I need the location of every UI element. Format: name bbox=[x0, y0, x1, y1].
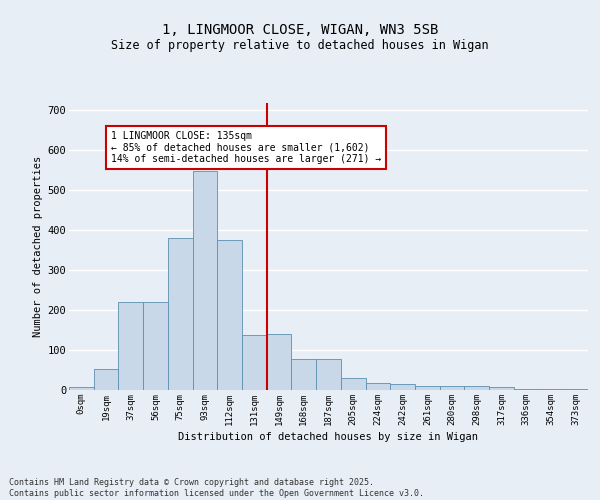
Bar bbox=[118, 302, 143, 390]
Bar bbox=[69, 387, 94, 390]
Bar bbox=[267, 334, 292, 390]
Bar bbox=[217, 240, 242, 390]
Bar bbox=[390, 384, 415, 390]
Text: Size of property relative to detached houses in Wigan: Size of property relative to detached ho… bbox=[111, 39, 489, 52]
Text: Contains HM Land Registry data © Crown copyright and database right 2025.
Contai: Contains HM Land Registry data © Crown c… bbox=[9, 478, 424, 498]
Bar bbox=[316, 360, 341, 390]
Bar bbox=[514, 389, 539, 390]
Bar bbox=[489, 387, 514, 390]
Bar bbox=[341, 378, 365, 390]
Bar bbox=[168, 238, 193, 390]
Text: 1 LINGMOOR CLOSE: 135sqm
← 85% of detached houses are smaller (1,602)
14% of sem: 1 LINGMOOR CLOSE: 135sqm ← 85% of detach… bbox=[111, 132, 381, 164]
Bar bbox=[464, 386, 489, 390]
Text: 1, LINGMOOR CLOSE, WIGAN, WN3 5SB: 1, LINGMOOR CLOSE, WIGAN, WN3 5SB bbox=[162, 22, 438, 36]
Bar bbox=[365, 383, 390, 390]
Bar bbox=[94, 369, 118, 390]
Bar bbox=[440, 386, 464, 390]
Bar bbox=[193, 171, 217, 390]
Bar bbox=[563, 389, 588, 390]
Bar bbox=[415, 386, 440, 390]
X-axis label: Distribution of detached houses by size in Wigan: Distribution of detached houses by size … bbox=[179, 432, 479, 442]
Bar bbox=[143, 302, 168, 390]
Y-axis label: Number of detached properties: Number of detached properties bbox=[34, 156, 43, 337]
Bar bbox=[539, 389, 563, 390]
Bar bbox=[292, 360, 316, 390]
Bar bbox=[242, 335, 267, 390]
